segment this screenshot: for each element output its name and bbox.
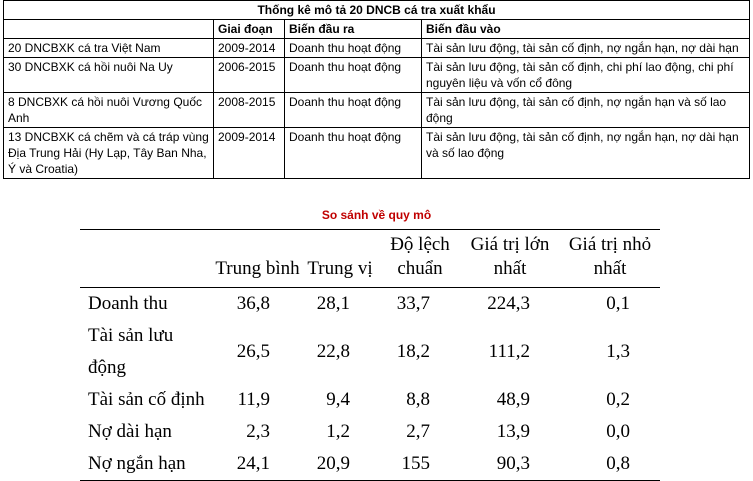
cell: Doanh thu hoạt động	[284, 92, 422, 128]
value-cell: 0,8	[560, 448, 660, 481]
data-row: Nợ ngắn hạn 24,1 20,9 155 90,3 0,8	[80, 448, 660, 481]
cell: Tài sản lưu động, tài sản cố định, nợ ng…	[421, 92, 750, 128]
table-title: Thống kê mô tả 20 DNCB cá tra xuất khẩu	[3, 0, 750, 20]
header-cell	[3, 19, 214, 39]
value-cell: 24,1	[215, 448, 300, 481]
value-cell: 0,2	[606, 389, 630, 410]
value-cell: 8,8	[406, 389, 430, 410]
value-cell: 13,9	[496, 421, 530, 442]
row-label: Tài sản cố định	[88, 389, 205, 410]
cell: 13 DNCBXK cá chẽm và cá tráp vùng Địa Tr…	[3, 127, 214, 179]
data-row: Doanh thu 36,8 28,1 33,7 224,3 0,1	[80, 288, 660, 321]
value-cell: 1,3	[606, 341, 630, 362]
stats-table: Thống kê mô tả 20 DNCB cá tra xuất khẩu …	[3, 0, 750, 179]
value-cell: 48,9	[496, 389, 530, 410]
data-row: 8 DNCBXK cá hồi nuôi Vương Quốc Anh 2008-…	[3, 92, 750, 128]
header-row: Giai đoạn Biến đầu ra Biến đầu vào	[3, 19, 750, 39]
cell: 30 DNCBXK cá hồi nuôi Na Uy	[3, 57, 214, 93]
cell: 2008-2015	[213, 92, 285, 128]
value-cell: 90,3	[460, 448, 560, 481]
header-cell: Biến đầu ra	[284, 19, 422, 39]
value-cell: 22,8	[316, 341, 350, 362]
value-cell: 20,9	[300, 448, 380, 481]
value-cell: 36,8	[236, 293, 270, 314]
header-cell: Trung bình	[215, 229, 300, 288]
value-cell: 0,1	[606, 293, 630, 314]
cell: Doanh thu hoạt động	[284, 127, 422, 179]
value-cell: 111,2	[488, 341, 530, 362]
data-row: Tài sản lưu động 26,5 22,8 18,2 111,2 1,3	[80, 320, 660, 384]
value-cell: 0,0	[606, 421, 630, 442]
row-label: Doanh thu	[88, 293, 168, 314]
value-cell: 26,5	[236, 341, 270, 362]
header-cell	[80, 229, 215, 288]
data-row: 20 DNCBXK cá tra Việt Nam 2009-2014 Doanh …	[3, 38, 750, 58]
value-cell: 1,2	[326, 421, 350, 442]
cell: Doanh thu hoạt động	[284, 38, 422, 58]
value-cell: 28,1	[316, 293, 350, 314]
title-row: Thống kê mô tả 20 DNCB cá tra xuất khẩu	[3, 0, 750, 20]
data-row: Nợ dài hạn 2,3 1,2 2,7 13,9 0,0	[80, 416, 660, 448]
cell: 2009-2014	[213, 127, 285, 179]
cell: 20 DNCBXK cá tra Việt Nam	[3, 38, 214, 58]
value-cell: 2,3	[246, 421, 270, 442]
header-row: Trung bình Trung vị Độ lệch chuẩn Giá tr…	[80, 229, 660, 288]
header-cell: Trung vị	[300, 229, 380, 288]
cell: Tài sản lưu động, tài sản cố định, nợ ng…	[421, 38, 750, 58]
scale-table: Trung bình Trung vị Độ lệch chuẩn Giá tr…	[80, 229, 660, 481]
value-cell: 224,3	[487, 293, 530, 314]
cell: Tài sản lưu động, tài sản cố định, chi p…	[421, 57, 750, 93]
value-cell: 9,4	[326, 389, 350, 410]
value-cell: 2,7	[406, 421, 430, 442]
cell: 2009-2014	[213, 38, 285, 58]
value-cell: 33,7	[396, 293, 430, 314]
header-cell: Biến đầu vào	[421, 19, 750, 39]
cell: Tài sản lưu động, tài sản cố định, nợ ng…	[421, 127, 750, 179]
cell: 2006-2015	[213, 57, 285, 93]
cell: 8 DNCBXK cá hồi nuôi Vương Quốc Anh	[3, 92, 214, 128]
row-label: Nợ dài hạn	[88, 421, 172, 442]
value-cell: 18,2	[396, 341, 430, 362]
header-cell: Giá trị nhỏ nhất	[560, 229, 660, 288]
header-cell: Độ lệch chuẩn	[380, 229, 460, 288]
cell: Doanh thu hoạt động	[284, 57, 422, 93]
value-cell: 155	[380, 448, 460, 481]
data-row: 30 DNCBXK cá hồi nuôi Na Uy 2006-2015 Doan…	[3, 57, 750, 93]
data-row: Tài sản cố định 11,9 9,4 8,8 48,9 0,2	[80, 384, 660, 416]
row-label: Nợ ngắn hạn	[80, 448, 215, 481]
row-label: Tài sản lưu động	[88, 325, 174, 378]
header-cell: Giá trị lớn nhất	[460, 229, 560, 288]
value-cell: 11,9	[237, 389, 270, 410]
page: Thống kê mô tả 20 DNCB cá tra xuất khẩu …	[3, 0, 750, 481]
section-title: So sánh về quy mô	[321, 208, 432, 222]
data-row: 13 DNCBXK cá chẽm và cá tráp vùng Địa Tr…	[3, 127, 750, 179]
header-cell: Giai đoạn	[213, 19, 285, 39]
